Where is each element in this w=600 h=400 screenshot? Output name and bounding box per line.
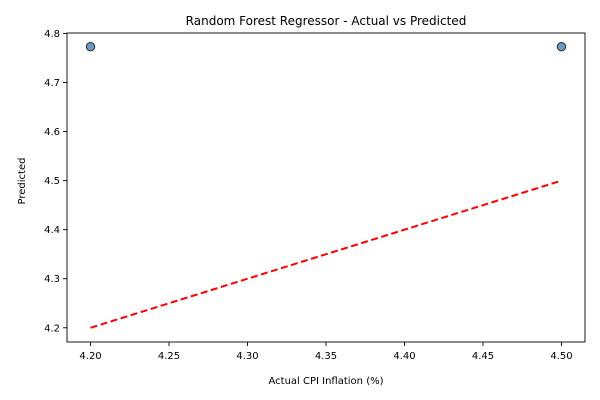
y-tick-label: 4.7 (44, 78, 60, 89)
reference-line (90, 179, 562, 329)
y-tick-label: 4.6 (44, 127, 60, 138)
x-tick-label: 4.20 (79, 351, 101, 362)
x-tick-label: 4.25 (158, 351, 180, 362)
x-tick-label: 4.40 (393, 351, 415, 362)
y-axis-label: Predicted (17, 158, 28, 205)
x-tick-label: 4.35 (315, 351, 337, 362)
y-tick-label: 4.5 (44, 176, 60, 187)
data-point-2 (556, 42, 567, 52)
y-tick-label: 4.3 (44, 274, 60, 285)
x-tick-label: 4.30 (236, 351, 258, 362)
axes-frame (66, 32, 586, 343)
plot-area: 4.20 4.25 4.30 4.35 4.40 4.45 4.50 4.2 4.3 4.4 4.5… (44, 29, 586, 362)
y-tick-label: 4.8 (44, 29, 60, 40)
y-tick-label: 4.4 (44, 225, 60, 236)
data-point-1 (85, 42, 96, 52)
y-tick-label: 4.2 (44, 323, 60, 334)
x-tick-label: 4.50 (550, 351, 572, 362)
chart-title: Random Forest Regressor - Actual vs Pred… (186, 14, 467, 28)
x-axis-label: Actual CPI Inflation (%) (269, 376, 384, 387)
x-tick-label: 4.45 (472, 351, 494, 362)
